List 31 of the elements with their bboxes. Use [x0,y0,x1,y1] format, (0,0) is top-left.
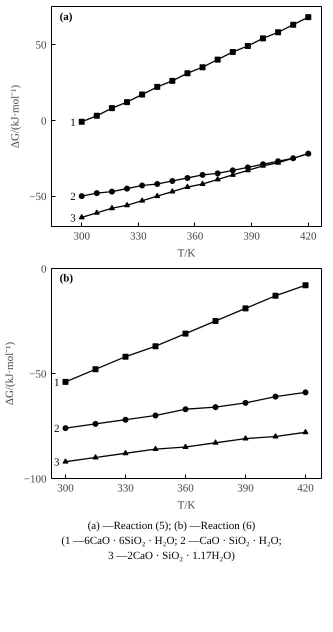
y-tick-label: 0 [41,115,47,128]
legend-label: 2 [54,423,60,436]
chart-title: (b) [60,272,74,285]
y-tick-label: 0 [41,264,47,276]
x-tick-label: 360 [186,230,204,242]
legend-label: 1 [54,376,60,389]
x-tick-label: 330 [117,482,134,494]
x-tick-label: 420 [297,482,314,494]
x-tick-label: 390 [237,482,254,494]
x-tick-label: 360 [177,482,194,494]
text: (a) —Reaction (5); (b) —Reaction (6) [88,520,256,532]
x-tick-label: 300 [73,230,90,242]
text: 3 —2CaO · SiO₂ · 1.17H₂O) [108,550,235,562]
y-tick-label: −100 [24,474,47,486]
y-axis-title: ΔG/(kJ·mol⁻¹) [9,84,22,148]
x-axis-title: T/K [178,248,196,260]
y-tick-label: 50 [36,39,47,52]
y-tick-label: −50 [29,191,47,204]
x-tick-label: 420 [300,230,318,242]
series-label: 3 [54,456,60,469]
x-tick-label: 330 [130,230,148,242]
legend-label: 3 [70,212,76,224]
y-axis-title: ΔG/(kJ·mol⁻¹) [4,342,16,406]
legend-label: 2 [70,191,76,204]
y-tick-label: −50 [29,368,47,380]
text: (1 —6CaO · 6SiO₂ · H₂O; 2 —CaO · SiO₂ · H₂O; [61,534,282,547]
x-tick-label: 300 [57,482,74,494]
chart-title: (a) [60,10,73,23]
x-axis-title: T/K [178,500,196,512]
legend-label: 1 [70,116,76,129]
x-tick-label: 390 [243,230,260,242]
